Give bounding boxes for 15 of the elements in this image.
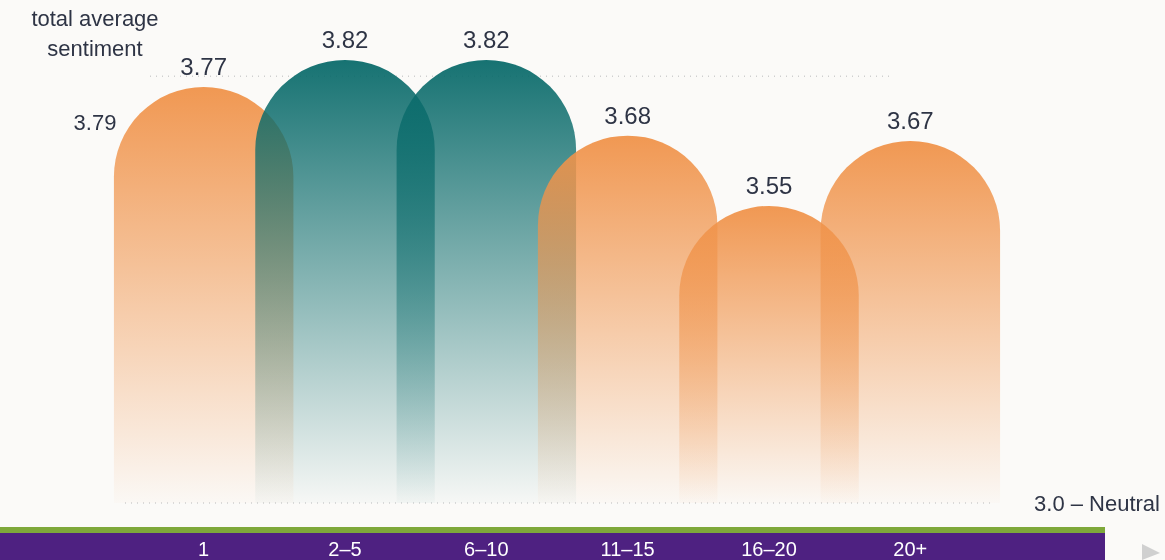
x-tick-label: 6–10: [464, 538, 509, 560]
text: 3.79: [73, 110, 117, 135]
x-tick-label: 11–15: [600, 538, 655, 560]
ref-line-label: 3.0 – Neutral: [1034, 491, 1160, 516]
x-tick-label: 20+: [893, 538, 928, 560]
data-label: 3.67: [886, 107, 934, 135]
x-tick-label: 2–5: [328, 538, 362, 560]
data-label: 3.68: [604, 101, 652, 129]
data-label: 3.82: [321, 26, 369, 53]
x-tick-label: 1: [198, 538, 210, 560]
data-label: 3.55: [745, 171, 793, 199]
x-tick-label: 16–20: [741, 538, 797, 560]
ref-line-label: total average sentiment: [31, 6, 159, 62]
data-label: 3.82: [462, 26, 510, 53]
data-label: 3.77: [180, 53, 228, 81]
